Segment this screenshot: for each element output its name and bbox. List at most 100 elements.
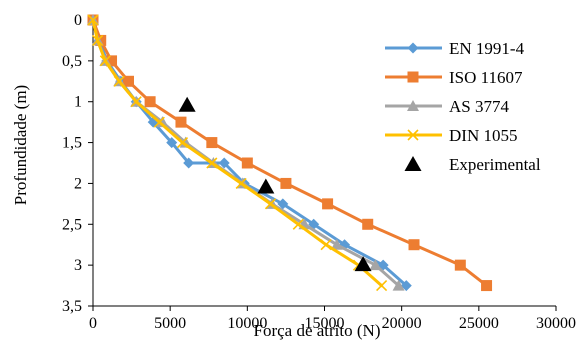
filled-triangle-marker-shape: [178, 96, 196, 112]
y-tick-label: 0,5: [62, 53, 82, 70]
x-tick-label: 25000: [459, 315, 499, 332]
square-marker-shape: [206, 137, 218, 149]
triangle-marker-shape: [179, 136, 192, 148]
data-point: [354, 256, 372, 272]
legend-marker: [407, 71, 419, 83]
triangle-marker-shape: [392, 279, 405, 291]
series-en-1991-4: [87, 14, 412, 292]
x-marker-stroke: [292, 218, 304, 230]
legend-marker: [407, 42, 419, 54]
series-layer: [87, 14, 493, 292]
data-point: [153, 116, 165, 128]
data-point: [292, 218, 304, 230]
series-iso-11607: [87, 14, 493, 292]
series-din-1055: [87, 14, 388, 292]
square-marker-shape: [175, 116, 187, 128]
diamond-marker-shape: [183, 157, 195, 169]
x-tick-label: 5000: [154, 315, 186, 332]
legend-label: Experimental: [449, 155, 541, 174]
diamond-marker-shape: [166, 137, 178, 149]
data-point: [130, 96, 142, 108]
square-marker-shape: [241, 157, 253, 169]
x-marker-stroke: [407, 129, 419, 141]
data-point: [481, 280, 493, 292]
data-point: [106, 55, 118, 67]
square-marker-shape: [280, 177, 292, 189]
y-axis-title: Profundidade (m): [11, 85, 30, 205]
axes: 0 0,5 1 1,5 2 2,5 3 3,5 0 5000 10000 15000 20000 2500…: [62, 12, 576, 332]
x-marker-stroke: [206, 157, 218, 169]
square-marker-shape: [322, 198, 334, 210]
y-tick-label: 0: [74, 12, 82, 29]
square-marker-shape: [362, 218, 374, 230]
diamond-marker-shape: [407, 42, 419, 54]
series-as-3774: [87, 14, 405, 291]
data-point: [144, 96, 156, 108]
square-marker-shape: [454, 259, 466, 271]
data-point: [408, 239, 420, 251]
data-point: [122, 75, 134, 87]
data-point: [376, 280, 388, 292]
data-point: [179, 136, 192, 148]
data-point: [320, 239, 332, 251]
data-point: [392, 279, 405, 291]
y-tick-label: 2: [74, 175, 82, 192]
square-marker-shape: [106, 55, 118, 67]
data-point: [330, 238, 343, 250]
data-point: [454, 259, 466, 271]
series-line: [91, 18, 489, 288]
y-tick-label: 3,5: [62, 298, 82, 315]
y-tick-label: 2,5: [62, 216, 82, 233]
data-point: [322, 198, 334, 210]
legend-label: EN 1991-4: [449, 39, 525, 58]
x-tick-label: 30000: [536, 315, 576, 332]
x-tick-label: 10000: [227, 315, 267, 332]
series-line: [91, 18, 401, 288]
data-point: [183, 157, 195, 169]
data-point: [235, 177, 247, 189]
data-point: [264, 198, 277, 210]
x-marker-stroke: [264, 198, 277, 210]
data-point: [277, 198, 289, 210]
data-point: [178, 96, 196, 112]
data-point: [87, 14, 99, 26]
series-line: [91, 18, 408, 288]
x-marker-stroke: [87, 14, 99, 26]
x-marker-stroke: [113, 75, 125, 87]
x-axis-title: Força de atrito (N): [254, 321, 381, 340]
diamond-marker-shape: [277, 198, 289, 210]
square-marker-shape: [122, 75, 134, 87]
legend-item: AS 3774: [385, 97, 509, 116]
triangle-marker-shape: [330, 238, 343, 250]
legend-label: DIN 1055: [449, 126, 517, 145]
x-tick-label: 0: [89, 315, 97, 332]
legend-marker: [407, 100, 419, 111]
data-point: [113, 75, 125, 87]
y-tick-label: 3: [74, 257, 82, 274]
data-point: [206, 137, 218, 149]
data-point: [175, 116, 187, 128]
square-marker-shape: [407, 71, 419, 83]
diamond-marker-shape: [218, 157, 230, 169]
data-point: [369, 259, 382, 271]
data-point: [241, 157, 253, 169]
legend-marker: [404, 156, 422, 171]
y-tick-label: 1: [74, 94, 82, 111]
data-point: [156, 116, 169, 128]
data-point: [166, 137, 178, 149]
x-marker-stroke: [99, 55, 111, 67]
x-marker-stroke: [376, 280, 388, 292]
x-tick-label: 20000: [382, 315, 422, 332]
data-point: [400, 280, 412, 292]
data-point: [99, 55, 111, 67]
x-marker-stroke: [320, 239, 332, 251]
filled-triangle-marker-shape: [257, 178, 275, 194]
legend-item: EN 1991-4: [385, 39, 525, 58]
series-experimental: [178, 96, 372, 272]
x-marker-stroke: [92, 34, 104, 46]
data-point: [280, 177, 292, 189]
legend-item: Experimental: [404, 155, 541, 174]
filled-triangle-marker-shape: [404, 156, 422, 171]
